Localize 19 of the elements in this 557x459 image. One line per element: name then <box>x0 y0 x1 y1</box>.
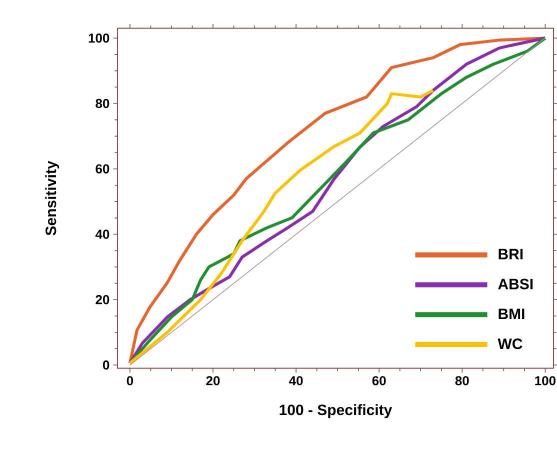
y-tick-label: 60 <box>96 164 110 174</box>
x-axis-title: 100 - Specificity <box>280 404 392 418</box>
legend-label: ABSI <box>498 278 533 290</box>
y-tick-label: 20 <box>96 295 110 304</box>
x-tick-label: 80 <box>455 376 469 386</box>
y-tick-label: 80 <box>96 98 110 108</box>
y-tick-label: 40 <box>95 230 110 239</box>
x-tick-label: 40 <box>289 376 303 386</box>
y-tick-label: 100 <box>88 34 110 43</box>
x-tick-label: 20 <box>206 376 220 386</box>
x-tick-label: 100 <box>535 376 556 386</box>
x-tick-label: 60 <box>372 376 386 386</box>
legend-label: BMI <box>498 308 524 320</box>
legend-label: WC <box>498 338 522 350</box>
legend-label: BRI <box>498 248 523 260</box>
y-tick-label: 0 <box>102 360 110 370</box>
y-axis-title: Sensitivity <box>45 160 60 236</box>
x-tick-label: 0 <box>126 376 134 386</box>
line-series <box>128 88 435 365</box>
